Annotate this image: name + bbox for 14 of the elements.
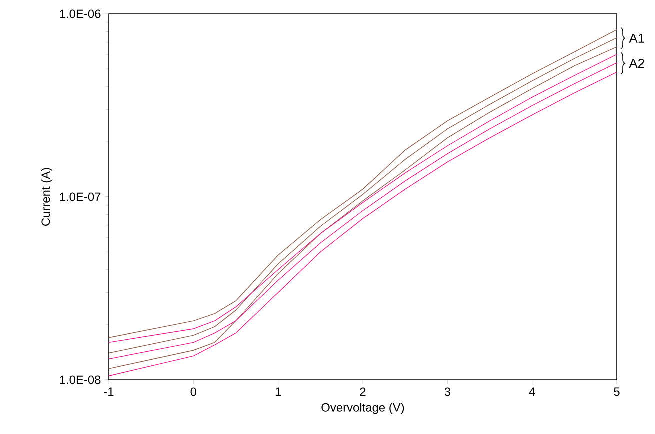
- text: A1: [629, 34, 644, 43]
- x-tick-label: 2: [360, 388, 366, 396]
- x-tick-label: 0: [190, 388, 197, 396]
- y-tick-label: 1.0E-08: [60, 376, 101, 384]
- text: A2: [629, 58, 644, 68]
- x-axis-title: Overvoltage (V): [322, 403, 404, 414]
- x-tick-label: 3: [444, 388, 450, 396]
- x-tick-label: 5: [614, 388, 620, 396]
- y-tick-label: 1.0E-07: [60, 192, 101, 202]
- x-tick-label: 4: [529, 388, 536, 396]
- y-tick-label: 1.0E-06: [60, 10, 101, 18]
- x-tick-label: 1: [276, 388, 282, 396]
- x-tick-label: -1: [104, 388, 114, 396]
- y-axis-title: Current (A): [41, 168, 53, 226]
